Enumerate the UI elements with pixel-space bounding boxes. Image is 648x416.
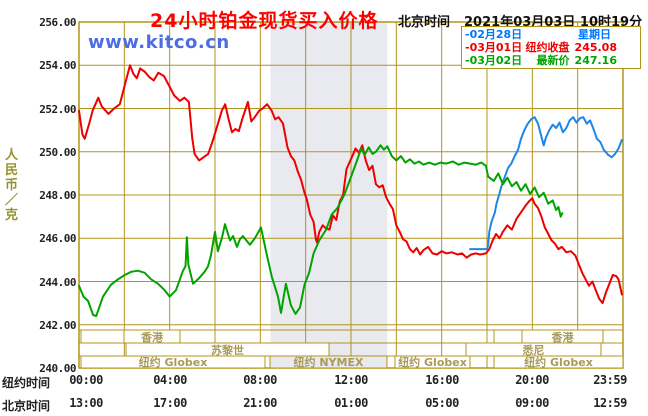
session-label: 悉尼 (522, 343, 545, 357)
bj-time-tick: 13:00 (69, 396, 103, 410)
session-label: 纽约 NYMEX (294, 355, 364, 369)
y-tick-label: 254.00 (39, 59, 76, 73)
ny-time-tick: 00:00 (69, 373, 103, 387)
clock-label: 北京时间 (398, 15, 451, 30)
ny-time-tick: 16:00 (425, 373, 459, 387)
price-line-0 (469, 116, 623, 251)
y-tick-label: 248.00 (39, 189, 76, 202)
legend-row-monday: -03月01日 纽约收盘 245.08 (465, 41, 637, 54)
session-box (493, 329, 523, 344)
bj-time-tick: 09:00 (515, 396, 549, 410)
legend-date: -03月02日 (465, 54, 523, 67)
bj-time-row-label: 北京时间 (2, 399, 51, 413)
session-box (80, 355, 266, 369)
legend-desc: 星期日 (578, 28, 611, 41)
legend-desc: 纽约收盘 (525, 41, 570, 54)
session-box (493, 355, 624, 369)
session-box (269, 355, 388, 369)
legend-date: -03月01日 (465, 41, 523, 54)
legend-row-sunday: -02月28日 星期日 (465, 28, 637, 41)
y-axis-unit-label: 人民币 ／ 克 (4, 148, 18, 223)
page-title: 24小时铂金现货买入价格 (150, 10, 379, 32)
legend-row-tuesday: -03月02日 最新价 247.16 (465, 54, 637, 67)
bj-time-tick: 21:00 (243, 396, 277, 410)
ny-time-row-label: 纽约时间 (2, 376, 51, 390)
y-tick-label: 250.00 (39, 145, 76, 159)
ny-time-tick: 08:00 (243, 373, 277, 387)
legend-desc: 最新价 (536, 54, 570, 67)
y-tick-label: 242.00 (39, 318, 76, 332)
y-tick-label: 244.00 (39, 275, 76, 289)
y-tick-label: 240.00 (39, 362, 76, 375)
legend-date: -02月28日 (465, 28, 523, 41)
session-label: 香港 (140, 330, 164, 344)
ny-time-tick: 04:00 (153, 373, 187, 387)
y-tick-label: 252.00 (39, 102, 76, 116)
kitco-watermark-link[interactable]: www.kitco.cn (88, 32, 230, 53)
price-line-2 (78, 144, 564, 318)
y-tick-label: 256.00 (39, 16, 76, 29)
y-tick-label: 246.00 (39, 232, 76, 246)
session-box (394, 355, 471, 369)
session-label: 纽约 Globex (139, 355, 208, 369)
session-box (80, 329, 125, 344)
bj-time-tick: 17:00 (153, 396, 187, 410)
session-label: 纽约 Globex (398, 355, 467, 369)
legend-value: 245.08 (574, 41, 617, 54)
ny-time-tick: 20:00 (515, 373, 549, 387)
legend-box: -02月28日 星期日 -03月01日 纽约收盘 245.08 -03月02日 … (461, 26, 641, 69)
session-label: 纽约 Globex (524, 355, 593, 369)
bj-time-tick: 05:00 (425, 396, 459, 410)
bj-time-tick: 12:59 (593, 396, 627, 410)
bj-time-tick: 01:00 (334, 396, 368, 410)
session-label: 香港 (551, 330, 575, 344)
session-label: 苏黎世 (211, 343, 244, 357)
legend-value: 247.16 (574, 54, 617, 67)
ny-time-tick: 12:00 (334, 373, 368, 387)
ny-time-tick: 23:59 (593, 373, 627, 387)
price-line-1 (78, 64, 623, 305)
